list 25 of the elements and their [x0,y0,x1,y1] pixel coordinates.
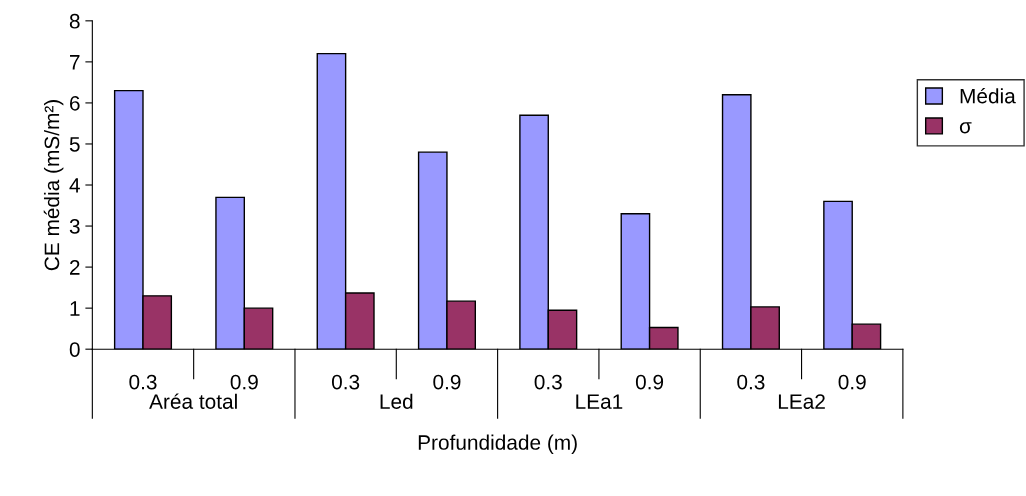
text: LEa1 [576,394,623,409]
x-tick-label: 0.3 [737,374,765,390]
y-tick-label: 7 [70,55,80,70]
y-tick-label: 2 [70,260,80,275]
y-tick-label: 5 [69,137,80,152]
legend-label: σ [959,122,972,134]
x-tick-label: 0.3 [534,374,562,390]
text: Led [380,393,413,409]
x-tick-label: 0.3 [331,374,360,390]
legend-label: Média [960,87,1016,104]
y-tick-label: 0 [69,342,80,357]
y-tick-label: 4 [69,178,80,193]
x-tick-label: 0.9 [433,374,461,390]
text: Aréa total [149,393,237,409]
y-tick-label: 6 [70,95,80,111]
y-tick-label: 3 [69,219,80,234]
x-tick-label: 0.3 [129,374,157,390]
x-tick-label: 0.9 [230,374,258,390]
y-axis-title: CE média (mS/m²) [43,100,64,271]
y-tick-label: 1 [70,301,80,316]
text: LEa2 [778,394,825,409]
x-tick-label: 0.9 [635,374,664,390]
y-tick-label: 8 [69,13,80,29]
x-tick-label: 0.9 [838,374,866,390]
x-axis-title: Profundidade (m) [418,434,577,454]
